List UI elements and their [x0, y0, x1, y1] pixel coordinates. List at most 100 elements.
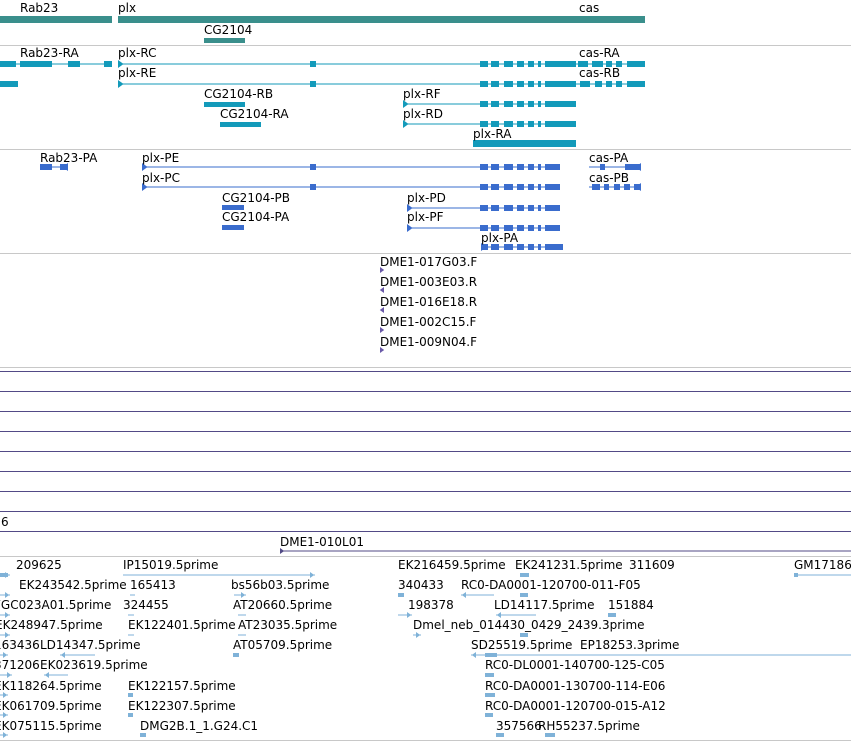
protein-plx-pf-exon[interactable]: [480, 225, 488, 231]
transcript-plx-rf-exon[interactable]: [480, 101, 488, 107]
protein-plx-pd-exon[interactable]: [545, 205, 560, 211]
est-block[interactable]: [128, 713, 133, 717]
est-label[interactable]: AT23035.5prime: [238, 618, 338, 632]
est-label[interactable]: RC0-DA0001-130700-114-E06: [485, 679, 666, 693]
protein-plx-pc-exon[interactable]: [480, 184, 488, 190]
est-label[interactable]: RH55237.5prime: [538, 719, 640, 733]
transcript-plx-rf-strand[interactable]: [403, 100, 409, 108]
transcript-cas-ra-exon[interactable]: [592, 61, 603, 67]
protein-plx-pa-exon[interactable]: [504, 244, 513, 250]
protein-plx-pe-exon[interactable]: [480, 164, 488, 170]
est-label[interactable]: EK118264.5prime: [0, 679, 102, 693]
est-block[interactable]: [520, 633, 528, 637]
clone-label[interactable]: DME1-016E18.R: [380, 295, 478, 309]
protein-cas-pb-exon[interactable]: [614, 184, 620, 190]
est-label[interactable]: 371206: [0, 658, 40, 672]
est-label[interactable]: EK241231.5prime: [515, 558, 623, 572]
est-glyph-arrow[interactable]: [5, 632, 10, 638]
transcript-label[interactable]: plx-RC: [118, 46, 157, 60]
transcript-plx-rd-exon[interactable]: [504, 121, 513, 127]
transcript-plx-rf-exon[interactable]: [538, 101, 541, 107]
protein-plx-pf-exon[interactable]: [491, 225, 499, 231]
gene-label-cg2104[interactable]: CG2104: [204, 23, 253, 37]
protein-plx-pd-exon[interactable]: [504, 205, 513, 211]
transcript-plx-rc-exon[interactable]: [504, 61, 513, 67]
est-label[interactable]: SD25519.5prime: [471, 638, 573, 652]
transcript-plx-rf-exon[interactable]: [528, 101, 534, 107]
est-label[interactable]: 324455: [123, 598, 169, 612]
transcript-plx-re-exon[interactable]: [310, 81, 316, 87]
protein-plx-pe-exon[interactable]: [491, 164, 499, 170]
transcript-label[interactable]: cas-RA: [579, 46, 620, 60]
est-label[interactable]: EK248947.5prime: [0, 618, 103, 632]
est-block[interactable]: [520, 593, 528, 597]
transcript-plx-rd-strand[interactable]: [403, 120, 409, 128]
est-glyph-arrow[interactable]: [5, 592, 10, 598]
transcript-plx-rd-exon[interactable]: [517, 121, 524, 127]
protein-plx-pe-exon[interactable]: [528, 164, 534, 170]
est-label[interactable]: 340433: [398, 578, 444, 592]
protein-label[interactable]: plx-PA: [481, 231, 519, 245]
alignment-line[interactable]: [0, 371, 851, 372]
transcript-plx-re-exon[interactable]: [504, 81, 513, 87]
protein-plx-pe-exon[interactable]: [504, 164, 513, 170]
est-block[interactable]: [233, 653, 239, 657]
transcript-plx-rf-exon[interactable]: [491, 101, 499, 107]
protein-cas-pb-strand[interactable]: [635, 183, 641, 191]
transcript-rab23-tail-exon[interactable]: [0, 81, 18, 87]
protein-plx-pe-strand[interactable]: [142, 163, 148, 171]
protein-plx-pd-exon[interactable]: [528, 205, 534, 211]
est-block[interactable]: [485, 713, 493, 717]
est-label[interactable]: RC0-DA0001-120700-015-A12: [485, 699, 666, 713]
transcript-rab23-ra-exon[interactable]: [0, 61, 16, 67]
transcript-plx-ra[interactable]: [473, 140, 576, 147]
transcript-label[interactable]: cas-RB: [579, 66, 621, 80]
gene-label-cas[interactable]: cas: [579, 1, 600, 15]
gene-label-rab23[interactable]: Rab23: [20, 1, 59, 15]
est-label[interactable]: EK075115.5prime: [0, 719, 102, 733]
transcript-plx-rc-exon[interactable]: [310, 61, 316, 67]
transcript-label[interactable]: plx-RA: [473, 127, 512, 141]
protein-label[interactable]: plx-PE: [142, 151, 180, 165]
protein-cas-pb-exon[interactable]: [592, 184, 600, 190]
alignment-line[interactable]: [0, 531, 851, 532]
est-label[interactable]: DMG2B.1_1.G24.C1: [140, 719, 259, 733]
transcript-plx-re-exon[interactable]: [491, 81, 499, 87]
protein-plx-pe-exon[interactable]: [517, 164, 524, 170]
alignment-line[interactable]: [0, 491, 851, 492]
protein-plx-pa-exon[interactable]: [517, 244, 524, 250]
protein-label[interactable]: plx-PD: [407, 191, 446, 205]
gene-label-plx[interactable]: plx: [118, 1, 137, 15]
protein-cas-pa-strand[interactable]: [635, 163, 641, 171]
transcript-plx-rf-exon[interactable]: [504, 101, 513, 107]
protein-plx-pa-strand[interactable]: [481, 243, 487, 251]
protein-cg2104-pb[interactable]: [222, 205, 244, 210]
protein-plx-pd-exon[interactable]: [538, 205, 541, 211]
est-label[interactable]: LD14347.5prime: [40, 638, 141, 652]
est-block[interactable]: [794, 573, 798, 577]
protein-plx-pc-exon[interactable]: [504, 184, 513, 190]
transcript-label[interactable]: CG2104-RA: [220, 107, 289, 121]
transcript-rab23-ra-exon[interactable]: [68, 61, 80, 67]
transcript-rab23-ra-exon[interactable]: [104, 61, 112, 67]
est-label[interactable]: 209625: [16, 558, 62, 572]
est-block[interactable]: [485, 693, 495, 697]
transcript-cas-ra-exon[interactable]: [578, 61, 588, 67]
protein-cg2104-pa[interactable]: [222, 225, 244, 230]
clone-label[interactable]: DME1-002C15.F: [380, 315, 477, 329]
protein-label[interactable]: cas-PA: [589, 151, 629, 165]
est-block[interactable]: [545, 733, 555, 737]
clone-label[interactable]: DME1-017G03.F: [380, 255, 478, 269]
protein-plx-pf-strand[interactable]: [407, 224, 413, 232]
transcript-plx-rc-exon[interactable]: [545, 61, 576, 67]
transcript-label[interactable]: Rab23-RA: [20, 46, 79, 60]
est-glyph-arrow[interactable]: [7, 672, 12, 678]
protein-rab23-pa-strand[interactable]: [62, 163, 68, 171]
protein-label[interactable]: cas-PB: [589, 171, 630, 185]
protein-plx-pd-exon[interactable]: [480, 205, 488, 211]
est-label[interactable]: FGC023A01.5prime: [0, 598, 112, 612]
protein-plx-pc-exon[interactable]: [538, 184, 541, 190]
est-glyph-arrow[interactable]: [44, 672, 49, 678]
alignment-line[interactable]: [0, 431, 851, 432]
est-block[interactable]: [608, 613, 616, 617]
